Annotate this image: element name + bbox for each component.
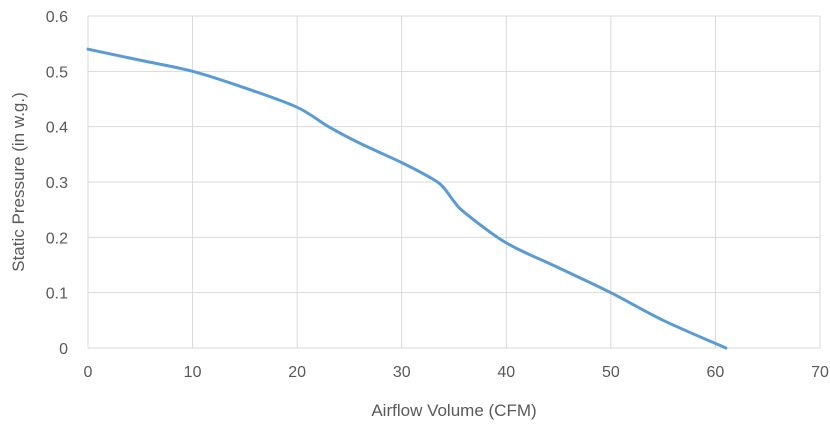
grid — [87, 15, 821, 349]
x-tick-label: 0 — [84, 364, 93, 381]
x-tick-label: 70 — [811, 364, 829, 381]
y-tick-label: 0 — [59, 341, 68, 358]
y-axis-title: Static Pressure (in w.g.) — [9, 92, 28, 272]
x-tick-label: 30 — [393, 364, 411, 381]
y-tick-label: 0.3 — [46, 175, 68, 192]
y-tick-label: 0.6 — [46, 9, 68, 26]
y-tick-label: 0.1 — [46, 286, 68, 303]
tick-labels: 0 10 20 30 40 50 60 70 0 0.1 0.2 0.3 0.4 0.5 0.6 — [46, 9, 829, 381]
x-tick-label: 40 — [497, 364, 515, 381]
y-tick-label: 0.5 — [46, 64, 68, 81]
y-tick-label: 0.4 — [46, 120, 68, 137]
x-tick-label: 50 — [602, 364, 620, 381]
series-line — [86, 47, 728, 350]
x-tick-label: 60 — [707, 364, 725, 381]
x-tick-label: 10 — [184, 364, 202, 381]
x-axis-title: Airflow Volume (CFM) — [371, 401, 536, 420]
series-layer — [86, 47, 728, 350]
y-tick-label: 0.2 — [46, 230, 68, 247]
x-tick-label: 20 — [288, 364, 306, 381]
